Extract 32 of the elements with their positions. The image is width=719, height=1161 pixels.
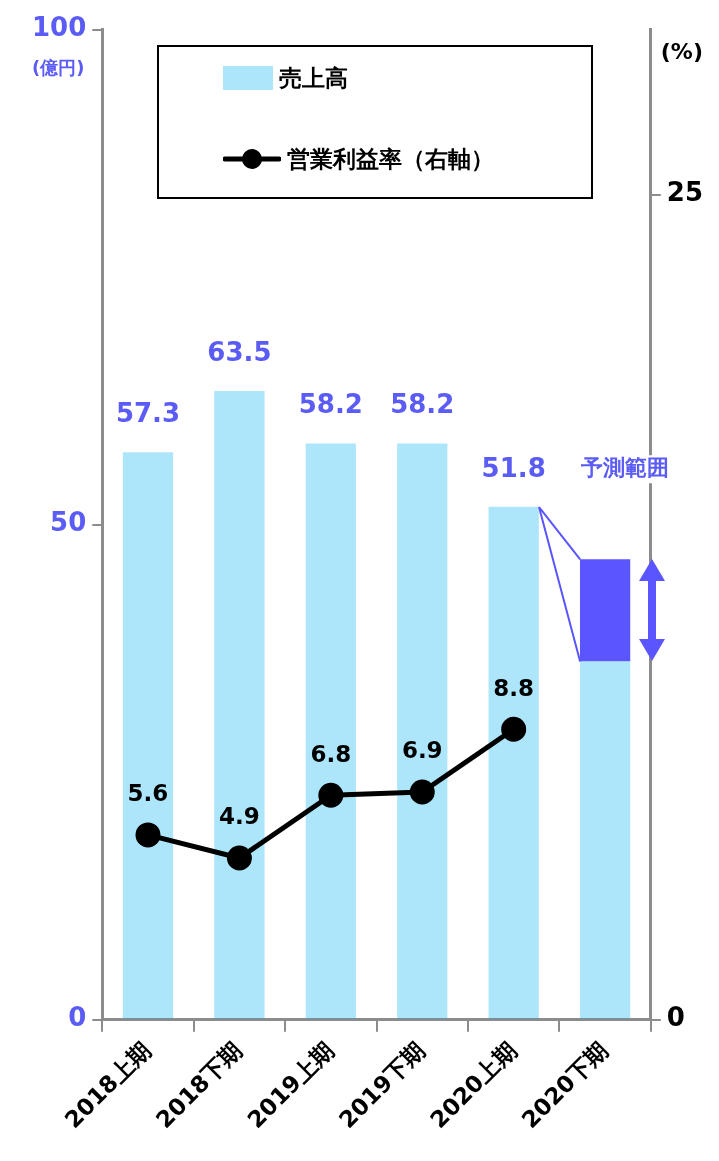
bar xyxy=(305,443,356,1019)
bar xyxy=(214,390,265,1019)
data-label: 57.3 xyxy=(115,398,181,429)
legend-label: 売上高 xyxy=(279,63,349,93)
bar xyxy=(397,443,448,1019)
data-label: 5.6 xyxy=(127,780,169,807)
bar xyxy=(579,661,631,1019)
point xyxy=(226,845,252,871)
y2-axis-title: (%) xyxy=(660,39,703,65)
bar xyxy=(579,559,631,662)
annotation: 予測範囲 xyxy=(580,455,670,481)
data-label: 58.2 xyxy=(390,389,455,420)
y2-tick-label: 25 xyxy=(666,177,704,208)
data-label: 58.2 xyxy=(298,389,363,420)
y-tick-label: 100 xyxy=(31,12,87,43)
data-label: 6.8 xyxy=(310,740,352,767)
legend-label: 営業利益率（右軸） xyxy=(287,144,495,174)
point xyxy=(409,779,435,805)
data-label: 6.9 xyxy=(401,737,443,764)
bar xyxy=(122,452,174,1019)
data-label: 63.5 xyxy=(207,336,272,367)
data-label: 4.9 xyxy=(219,803,260,830)
y-tick-label: 50 xyxy=(50,507,87,538)
point xyxy=(501,716,527,742)
data-label: 8.8 xyxy=(493,674,535,701)
y-axis-title: (億円) xyxy=(31,57,85,79)
y2-tick-label: 0 xyxy=(666,1002,685,1033)
point xyxy=(135,822,161,848)
bar xyxy=(488,506,539,1019)
y-tick-label: 0 xyxy=(68,1002,87,1033)
data-label: 51.8 xyxy=(481,452,546,483)
point xyxy=(318,782,344,808)
